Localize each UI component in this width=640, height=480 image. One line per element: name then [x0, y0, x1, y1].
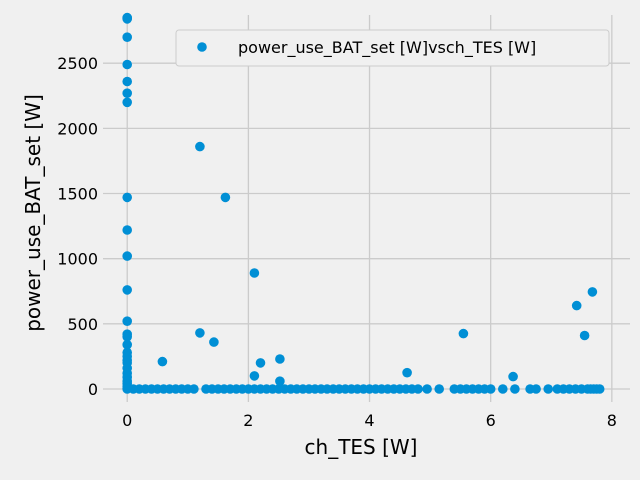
y-tick-label: 1000: [57, 250, 98, 269]
data-point: [209, 337, 219, 347]
data-point: [122, 97, 132, 108]
data-point: [122, 76, 132, 87]
data-point: [195, 141, 205, 152]
data-point: [275, 376, 285, 387]
y-axis-label: power_use_BAT_set [W]: [21, 94, 45, 332]
data-point: [498, 384, 508, 394]
data-point: [434, 384, 445, 394]
legend-label: power_use_BAT_set [W]vsch_TES [W]: [238, 38, 536, 58]
data-point: [485, 384, 496, 394]
x-tick-label: 6: [486, 411, 496, 430]
data-point: [122, 316, 132, 327]
x-axis-label: ch_TES [W]: [305, 435, 418, 459]
y-tick-label: 1500: [57, 185, 98, 204]
data-point: [543, 384, 553, 394]
data-point: [531, 384, 541, 394]
data-point: [402, 367, 412, 378]
data-point: [220, 192, 231, 203]
data-point: [122, 332, 132, 342]
data-point: [122, 14, 132, 24]
y-tick-labels: 0 500 1000 1500 2000 2500: [57, 54, 98, 399]
data-point: [122, 251, 132, 261]
data-point: [122, 192, 132, 203]
legend-marker: [197, 42, 207, 52]
data-point: [122, 339, 132, 350]
data-point: [458, 328, 469, 339]
data-point: [122, 88, 132, 98]
data-point: [508, 371, 518, 382]
x-tick-label: 2: [243, 411, 253, 430]
plot-area: [103, 15, 630, 402]
data-point: [571, 300, 582, 311]
y-tick-label: 0: [88, 380, 98, 399]
data-point: [579, 330, 590, 341]
data-point: [275, 354, 285, 364]
data-point: [195, 328, 205, 338]
x-tick-label: 4: [364, 411, 374, 430]
legend-box: [175, 29, 610, 67]
data-point: [510, 384, 520, 394]
x-tick-label: 0: [122, 411, 132, 430]
y-tick-label: 2500: [57, 54, 98, 73]
data-point: [122, 32, 132, 42]
data-point: [157, 356, 168, 367]
y-tick-label: 500: [67, 315, 98, 334]
data-point: [122, 285, 132, 295]
data-point: [255, 358, 266, 368]
data-point: [594, 384, 605, 394]
data-point: [189, 384, 199, 394]
data-point: [249, 371, 260, 381]
data-point: [422, 384, 432, 394]
data-point: [122, 59, 132, 70]
x-tick-labels: 0 2 4 6 8: [122, 411, 617, 430]
y-tick-label: 2000: [57, 119, 98, 138]
data-points: [122, 12, 605, 394]
data-point: [249, 268, 260, 278]
legend: power_use_BAT_set [W]vsch_TES [W]: [175, 29, 610, 67]
data-point: [413, 384, 423, 394]
x-tick-label: 8: [607, 411, 617, 430]
data-point: [122, 225, 132, 235]
data-point: [587, 287, 598, 297]
